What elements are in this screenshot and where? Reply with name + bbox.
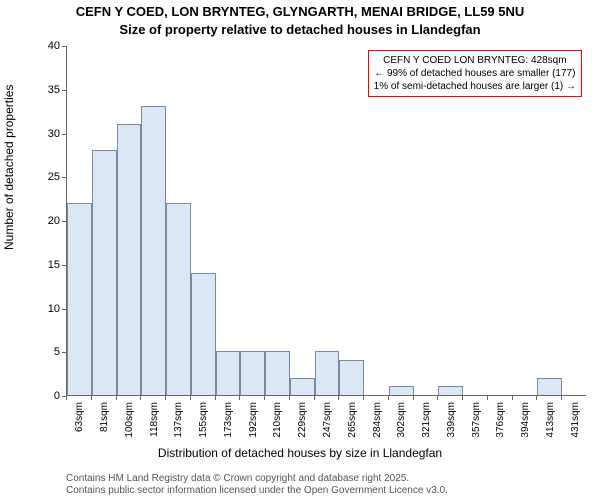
y-tick-mark	[62, 134, 66, 135]
x-tick-label: 394sqm	[520, 402, 531, 438]
footnote-1: Contains HM Land Registry data © Crown c…	[66, 473, 409, 484]
x-tick-mark	[289, 396, 290, 400]
y-tick-label: 10	[48, 303, 60, 315]
histogram-bar	[191, 273, 216, 396]
chart-title-line1: CEFN Y COED, LON BRYNTEG, GLYNGARTH, MEN…	[0, 4, 600, 19]
chart-title-line2: Size of property relative to detached ho…	[0, 22, 600, 37]
y-tick-label: 0	[54, 390, 60, 402]
annotation-line3: 1% of semi-detached houses are larger (1…	[374, 80, 576, 93]
histogram-bar	[67, 203, 92, 396]
x-tick-label: 376sqm	[495, 402, 506, 438]
x-tick-label: 284sqm	[372, 402, 383, 438]
x-tick-mark	[487, 396, 488, 400]
histogram-bar	[339, 360, 364, 395]
y-tick-mark	[62, 221, 66, 222]
x-tick-label: 265sqm	[347, 402, 358, 438]
annotation-box: CEFN Y COED LON BRYNTEG: 428sqm ← 99% of…	[368, 50, 582, 97]
y-tick-mark	[62, 46, 66, 47]
x-tick-label: 357sqm	[471, 402, 482, 438]
x-tick-mark	[413, 396, 414, 400]
histogram-bar	[315, 351, 340, 395]
x-tick-label: 118sqm	[149, 402, 160, 437]
x-tick-mark	[215, 396, 216, 400]
chart-container: CEFN Y COED, LON BRYNTEG, GLYNGARTH, MEN…	[0, 0, 600, 500]
x-tick-label: 431sqm	[570, 402, 581, 438]
x-tick-mark	[190, 396, 191, 400]
x-tick-label: 247sqm	[322, 402, 333, 438]
x-tick-mark	[338, 396, 339, 400]
annotation-line1: CEFN Y COED LON BRYNTEG: 428sqm	[374, 54, 576, 67]
x-tick-mark	[239, 396, 240, 400]
x-tick-label: 192sqm	[248, 402, 259, 438]
x-tick-label: 302sqm	[396, 402, 407, 438]
x-tick-label: 100sqm	[124, 402, 135, 438]
x-tick-mark	[264, 396, 265, 400]
y-tick-label: 40	[48, 40, 60, 52]
x-tick-label: 63sqm	[74, 402, 85, 432]
x-tick-mark	[165, 396, 166, 400]
y-tick-label: 20	[48, 215, 60, 227]
y-tick-mark	[62, 352, 66, 353]
y-tick-label: 25	[48, 171, 60, 183]
histogram-bar	[290, 378, 315, 396]
x-tick-label: 137sqm	[173, 402, 184, 438]
histogram-bar	[240, 351, 265, 395]
histogram-bar	[166, 203, 191, 396]
x-tick-label: 81sqm	[99, 402, 110, 432]
annotation-line2: ← 99% of detached houses are smaller (17…	[374, 67, 576, 80]
x-tick-mark	[462, 396, 463, 400]
histogram-bar	[216, 351, 241, 395]
y-tick-mark	[62, 90, 66, 91]
y-tick-label: 15	[48, 259, 60, 271]
y-tick-mark	[62, 309, 66, 310]
histogram-bar	[389, 386, 414, 395]
y-tick-mark	[62, 265, 66, 266]
x-tick-mark	[314, 396, 315, 400]
x-tick-label: 155sqm	[198, 402, 209, 438]
x-tick-mark	[388, 396, 389, 400]
x-tick-label: 229sqm	[297, 402, 308, 438]
footnote-2: Contains public sector information licen…	[66, 485, 448, 496]
x-tick-mark	[536, 396, 537, 400]
x-tick-mark	[363, 396, 364, 400]
x-tick-mark	[116, 396, 117, 400]
histogram-bar	[117, 124, 142, 395]
y-tick-label: 30	[48, 128, 60, 140]
histogram-bar	[265, 351, 290, 395]
x-tick-label: 173sqm	[223, 402, 234, 438]
histogram-bar	[141, 106, 166, 395]
x-tick-mark	[140, 396, 141, 400]
y-tick-label: 35	[48, 84, 60, 96]
x-tick-mark	[91, 396, 92, 400]
x-tick-label: 321sqm	[421, 402, 432, 438]
plot-area: CEFN Y COED LON BRYNTEG: 428sqm ← 99% of…	[66, 46, 586, 396]
x-tick-label: 413sqm	[545, 402, 556, 438]
y-tick-mark	[62, 177, 66, 178]
x-axis-label: Distribution of detached houses by size …	[0, 446, 600, 460]
x-tick-mark	[512, 396, 513, 400]
x-tick-label: 210sqm	[272, 402, 283, 438]
x-tick-mark	[561, 396, 562, 400]
y-tick-label: 5	[54, 346, 60, 358]
x-tick-mark	[437, 396, 438, 400]
y-axis-label: Number of detached properties	[2, 85, 16, 250]
histogram-bar	[438, 386, 463, 395]
x-tick-label: 339sqm	[446, 402, 457, 438]
histogram-bar	[537, 378, 562, 396]
histogram-bar	[92, 150, 117, 395]
x-tick-mark	[66, 396, 67, 400]
